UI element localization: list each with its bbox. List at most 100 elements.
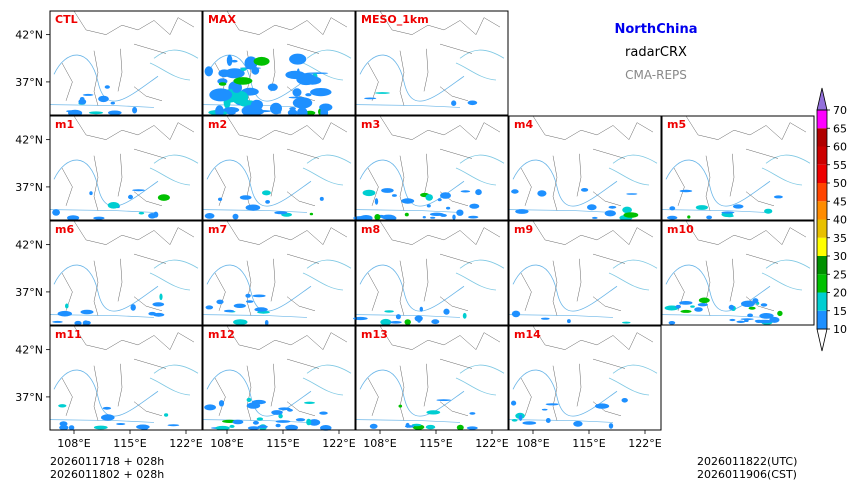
panel-label: MESO_1km <box>361 13 429 26</box>
valid-time-utc: 2026011822(UTC) <box>697 455 798 468</box>
radar-echo <box>157 194 170 201</box>
province-borders <box>61 115 195 211</box>
panel-label: m12 <box>208 328 235 341</box>
radar-echo <box>680 309 692 313</box>
panel-m5: m5 <box>661 115 815 221</box>
radar-echo <box>310 88 332 97</box>
lon-tick-label: 108°E <box>516 437 549 450</box>
lat-tick-label: 37°N <box>15 181 43 194</box>
radar-echo <box>246 300 254 303</box>
river <box>508 209 614 213</box>
radar-echo <box>595 403 610 409</box>
radar-echo <box>469 203 480 209</box>
panel-label: m11 <box>55 328 82 341</box>
panel-frame <box>49 220 203 326</box>
colorbar-tick-label: 50 <box>833 177 847 190</box>
coastline <box>149 259 199 291</box>
coastline <box>302 259 352 291</box>
radar-echo <box>252 420 259 425</box>
panel-frame <box>355 115 509 221</box>
radar-echo <box>395 314 401 320</box>
panel-label: CTL <box>55 13 78 26</box>
panel-background <box>356 11 508 115</box>
river <box>49 104 155 108</box>
radar-echo <box>431 319 440 325</box>
province-borders <box>61 10 195 106</box>
radar-echo <box>706 215 712 220</box>
river <box>508 314 614 318</box>
panel-m2: m2 <box>202 115 356 221</box>
radar-echo <box>466 426 478 430</box>
panel-m14: m14 <box>508 325 662 431</box>
panel-m10: m10 <box>661 220 815 326</box>
radar-echo <box>414 315 423 322</box>
init-time-cst: 2026011802 + 028h <box>50 468 165 481</box>
province-borders <box>673 220 807 316</box>
radar-echo <box>82 93 94 96</box>
radar-echo <box>204 404 216 411</box>
radar-echo <box>138 211 145 215</box>
radar-echo <box>668 321 676 325</box>
panel-m13: m13 <box>355 325 509 431</box>
radar-echo <box>591 216 598 219</box>
coastline <box>608 154 658 186</box>
radar-echo <box>669 206 676 211</box>
radar-echo <box>245 204 261 211</box>
coastline <box>455 259 505 291</box>
radar-echo <box>697 303 708 307</box>
radar-echo <box>540 317 550 320</box>
panel-background <box>50 326 202 430</box>
radar-echo <box>287 408 293 412</box>
radar-echo <box>252 294 266 298</box>
radar-echo <box>132 106 138 114</box>
radar-echo <box>271 410 283 415</box>
radar-echo <box>320 425 332 431</box>
panel-m3: m3 <box>353 115 509 222</box>
radar-echo <box>736 320 746 323</box>
radar-echo <box>267 83 278 91</box>
radar-echo <box>218 400 225 407</box>
lat-tick-label: 42°N <box>15 344 43 357</box>
colorbar-segment <box>817 274 827 293</box>
radar-echo <box>74 320 82 326</box>
radar-echo <box>319 196 324 201</box>
colorbar-tick-label: 55 <box>833 159 847 172</box>
radar-echo <box>758 319 773 324</box>
panel-m4: m4 <box>508 115 662 221</box>
panel-frame <box>202 220 356 326</box>
radar-echo <box>153 211 159 218</box>
coastline <box>608 364 658 396</box>
radar-echo <box>293 98 303 106</box>
panel-frame <box>661 115 815 221</box>
radar-echo <box>98 95 109 103</box>
river <box>53 54 159 102</box>
radar-echo <box>232 419 244 425</box>
coastline <box>761 259 811 291</box>
river <box>508 419 614 423</box>
radar-echo <box>80 309 94 315</box>
radar-echo <box>226 111 236 115</box>
panel-background <box>203 116 355 220</box>
colorbar-segment <box>817 256 827 275</box>
panel-m11: m11 <box>49 325 203 431</box>
panel-label: m5 <box>667 118 686 131</box>
panel-frame <box>355 220 509 326</box>
radar-echo <box>57 310 72 317</box>
radar-echo <box>164 413 169 417</box>
radar-echo <box>82 320 89 326</box>
lat-tick-label: 37°N <box>15 391 43 404</box>
coastline <box>761 154 811 186</box>
panel-m9: m9 <box>508 220 662 326</box>
radar-echo <box>246 397 252 402</box>
radar-echo <box>759 313 774 319</box>
coastline <box>149 364 199 396</box>
lon-tick-label: 115°E <box>113 437 146 450</box>
radar-echo <box>425 424 436 430</box>
panel-frame <box>49 325 203 431</box>
river <box>661 209 767 213</box>
radar-echo <box>436 399 451 401</box>
radar-echo <box>275 423 281 428</box>
colorbar-segment <box>817 201 827 220</box>
radar-echo <box>511 419 518 422</box>
radar-echo <box>250 99 263 110</box>
